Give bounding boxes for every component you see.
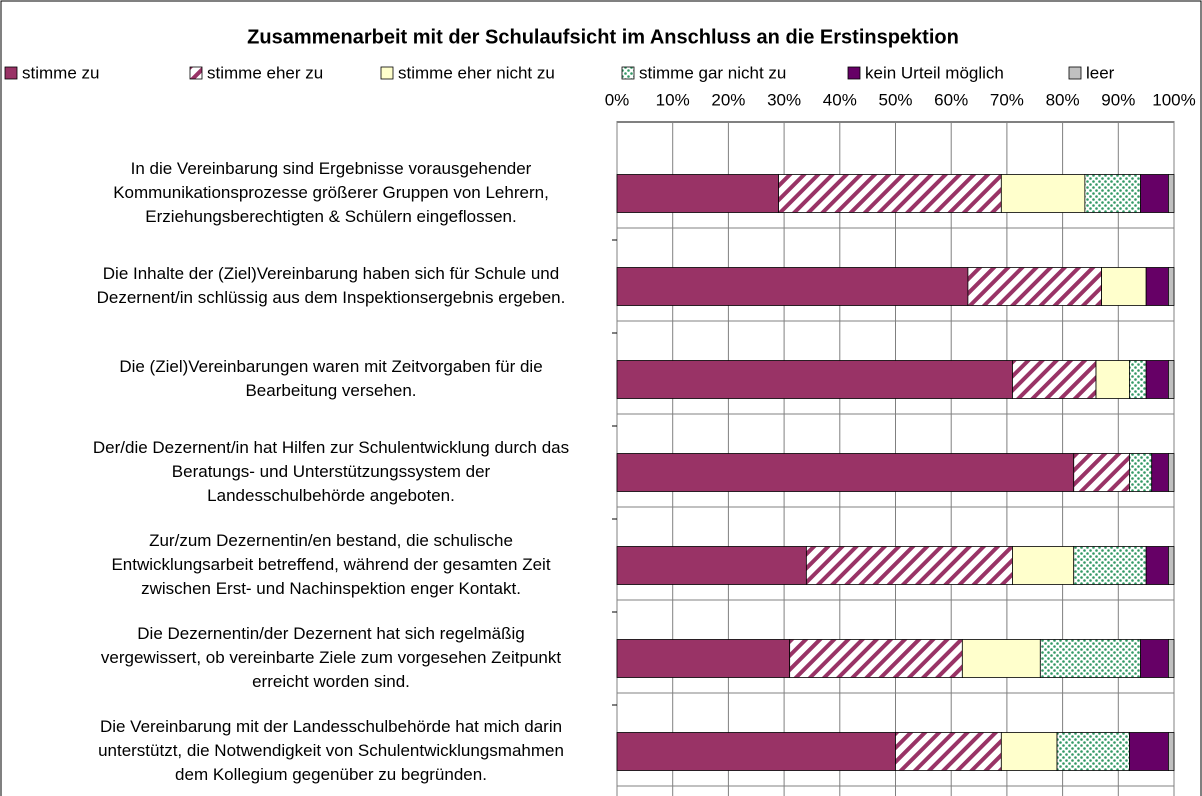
legend-label: stimme eher nicht zu <box>398 63 555 82</box>
category-label: dem Kollegium gegenüber zu begründen. <box>175 765 487 784</box>
bar-segment <box>1101 267 1147 306</box>
bar-segment <box>616 639 791 678</box>
legend-label: stimme gar nicht zu <box>639 63 786 82</box>
bar-segment <box>1129 360 1147 399</box>
bar-segment <box>1140 174 1169 213</box>
x-tick-label: 90% <box>1101 90 1135 109</box>
category-label: erreicht worden sind. <box>252 672 410 691</box>
bar-segment <box>778 174 1002 213</box>
x-tick-label: 30% <box>767 90 801 109</box>
bar-segment <box>967 267 1102 306</box>
x-tick-label: 40% <box>823 90 857 109</box>
legend-label: kein Urteil möglich <box>865 63 1004 82</box>
bar-segment <box>616 546 807 585</box>
bar-segment <box>1129 732 1169 771</box>
bar-segment <box>616 267 969 306</box>
bar-segment <box>895 732 1002 771</box>
bar-segment <box>789 639 963 678</box>
category-label: Landesschulbehörde angeboten. <box>207 486 455 505</box>
bar-segment <box>1145 267 1169 306</box>
bar-segment <box>1000 732 1058 771</box>
category-label: Die (Ziel)Vereinbarungen waren mit Zeitv… <box>119 357 542 376</box>
bar-segment <box>1095 360 1130 399</box>
x-tick-label: 70% <box>990 90 1024 109</box>
bar-segment <box>1151 453 1169 492</box>
bar-segment <box>805 546 1013 585</box>
x-tick-label: 20% <box>711 90 745 109</box>
legend-label: leer <box>1086 63 1115 82</box>
category-label: zwischen Erst- und Nachinspektion enger … <box>141 579 521 598</box>
bar-segment <box>1145 546 1169 585</box>
category-label: Dezernent/in schlüssig aus dem Inspektio… <box>97 288 566 307</box>
category-label: Die Inhalte der (Ziel)Vereinbarung haben… <box>103 264 559 283</box>
category-label: Beratungs- und Unterstützungssystem der <box>172 462 491 481</box>
category-label: Die Vereinbarung mit der Landesschulbehö… <box>100 717 562 736</box>
category-label: unterstützt, die Notwendigkeit von Schul… <box>98 741 564 760</box>
bar-segment <box>1000 174 1086 213</box>
legend-swatch <box>189 66 203 80</box>
bar-segment <box>961 639 1041 678</box>
legend-swatch <box>380 66 394 80</box>
legend-label: stimme zu <box>22 63 99 82</box>
bar-segment <box>1168 360 1175 399</box>
bar-segment <box>1168 546 1175 585</box>
bar-segment <box>1168 267 1175 306</box>
bar-segment <box>1168 174 1175 213</box>
bar-segment <box>616 174 779 213</box>
bar-segment <box>1168 732 1175 771</box>
bar-segment <box>616 360 1013 399</box>
category-label: vergewissert, ob vereinbarte Ziele zum v… <box>101 648 561 667</box>
chart-title: Zusammenarbeit mit der Schulaufsicht im … <box>247 26 959 48</box>
category-label: Kommunikationsprozesse größerer Gruppen … <box>113 183 549 202</box>
bar-segment <box>616 453 1075 492</box>
bar-segment <box>1140 639 1169 678</box>
category-label: Erziehungsberechtigten & Schülern eingef… <box>145 207 516 226</box>
x-tick-label: 0% <box>605 90 630 109</box>
legend-label: stimme eher zu <box>207 63 323 82</box>
bar-segment <box>616 732 896 771</box>
bar-segment <box>1073 453 1130 492</box>
x-tick-label: 50% <box>878 90 912 109</box>
bar-segment <box>1168 453 1175 492</box>
bar-segment <box>1129 453 1153 492</box>
bar-segment <box>1056 732 1130 771</box>
category-label: In die Vereinbarung sind Ergebnisse vora… <box>131 159 532 178</box>
x-tick-label: 10% <box>656 90 690 109</box>
bar-segment <box>1012 546 1075 585</box>
bar-segment <box>1073 546 1147 585</box>
category-label: Bearbeitung versehen. <box>245 381 416 400</box>
legend-swatch <box>1068 66 1082 80</box>
legend-swatch <box>621 66 635 80</box>
bar-segment <box>1145 360 1169 399</box>
bar-segment <box>1039 639 1141 678</box>
category-label: Entwicklungsarbeit betreffend, während d… <box>111 555 550 574</box>
x-tick-label: 60% <box>934 90 968 109</box>
legend-swatch <box>847 66 861 80</box>
bar-segment <box>1012 360 1097 399</box>
bar-segment <box>1168 639 1175 678</box>
category-label: Zur/zum Dezernentin/en bestand, die schu… <box>149 531 513 550</box>
x-tick-label: 80% <box>1046 90 1080 109</box>
bar-segment <box>1084 174 1141 213</box>
category-label: Der/die Dezernent/in hat Hilfen zur Schu… <box>93 438 569 457</box>
x-tick-label: 100% <box>1152 90 1195 109</box>
legend-swatch <box>4 66 18 80</box>
category-label: Die Dezernentin/der Dezernent hat sich r… <box>137 624 524 643</box>
